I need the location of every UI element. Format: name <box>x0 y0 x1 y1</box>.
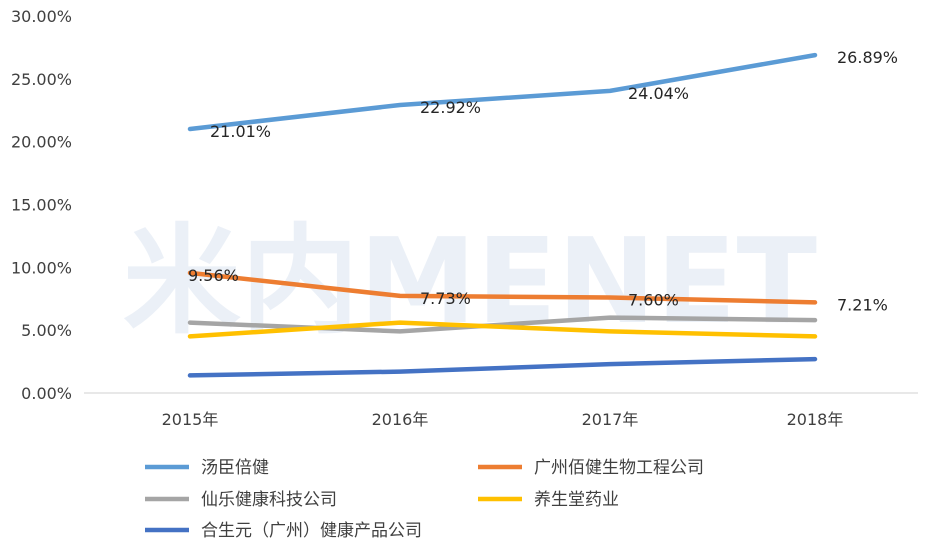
legend-label: 汤臣倍健 <box>201 458 269 478</box>
y-tick-label: 15.00% <box>11 196 72 215</box>
series-line-0 <box>187 52 818 132</box>
legend-label: 仙乐健康科技公司 <box>201 490 337 510</box>
data-label: 24.04% <box>628 84 689 103</box>
legend-label: 广州佰健生物工程公司 <box>534 458 704 478</box>
data-labels: 21.01% 22.92% 24.04% 26.89% 9.56% 7.73% 7.60% 7… <box>188 48 898 314</box>
legend-label: 合生元（广州）健康产品公司 <box>201 521 422 541</box>
data-label: 9.56% <box>188 266 239 285</box>
data-label: 7.21% <box>837 295 888 314</box>
data-label: 7.73% <box>420 289 471 308</box>
y-tick-label: 20.00% <box>11 133 72 152</box>
y-tick-label: 10.00% <box>11 258 72 277</box>
y-tick-label: 5.00% <box>21 321 72 340</box>
series-line-3 <box>187 320 818 339</box>
data-label: 22.92% <box>420 98 481 117</box>
y-tick-label: 25.00% <box>11 70 72 89</box>
x-tick-label: 2017年 <box>582 410 639 429</box>
y-tick-label: 0.00% <box>21 384 72 403</box>
series-line-4 <box>187 356 818 378</box>
x-tick-label: 2016年 <box>372 410 429 429</box>
series-line-1 <box>187 270 818 305</box>
x-tick-label: 2015年 <box>162 410 219 429</box>
x-tick-label: 2018年 <box>787 410 844 429</box>
data-label: 21.01% <box>210 122 271 141</box>
axes: 0.00% 5.00% 10.00% 15.00% 20.00% 25.00% 30.00%… <box>11 7 918 429</box>
data-label: 26.89% <box>837 48 898 67</box>
y-tick-label: 30.00% <box>11 7 72 26</box>
legend-label: 养生堂药业 <box>534 490 619 510</box>
series-lines <box>187 52 818 378</box>
data-label: 7.60% <box>628 290 679 309</box>
series-line-2 <box>187 315 818 334</box>
